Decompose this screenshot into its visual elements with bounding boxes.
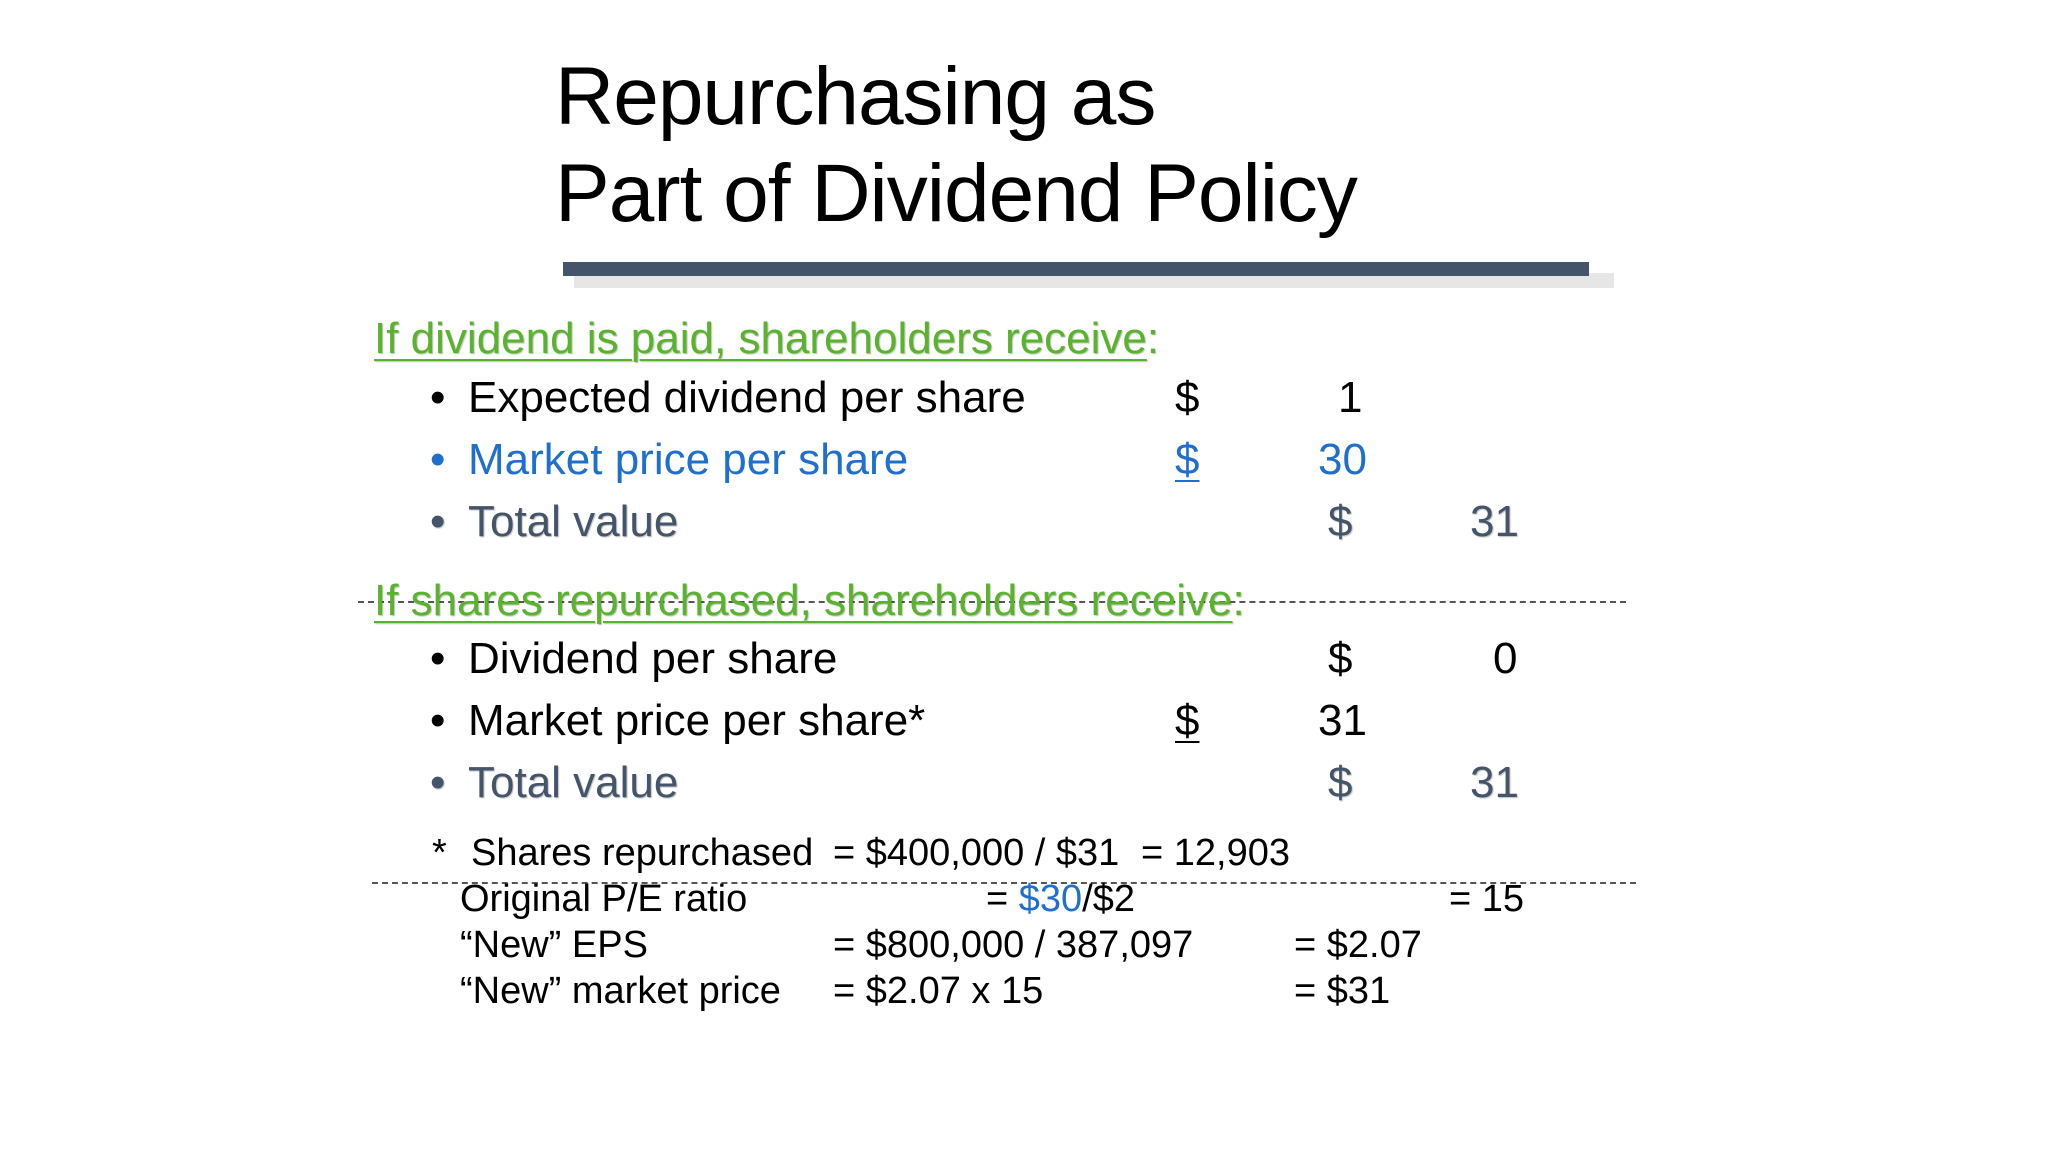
currency-symbol: $ [1175,435,1200,484]
dashed-separator [372,882,1636,884]
value-expected-dividend: 1 [1338,373,1363,422]
value-market-price: $30 [1175,435,1367,485]
footnote-eps-formula: = $800,000 / 387,097 [833,924,1194,966]
title-rule-shadow [574,273,1614,288]
footnote-price-label: “New” market price [460,970,781,1012]
footnote-star: * [432,832,447,874]
section-heading-dividend: If dividend is paid, shareholders receiv… [374,314,1159,364]
currency-symbol: $ [1328,634,1353,683]
equals-sign: = [986,878,1009,920]
footnote-price-formula: = $2.07 x 15 [833,970,1044,1012]
bullet-dot: • [430,497,446,546]
footnote-eps-result: = $2.07 [1294,924,1422,966]
bullet-dot: • [430,696,446,745]
row-label: Total value [468,497,679,546]
section-heading-repurchase: If shares repurchased, shareholders rece… [374,576,1245,626]
bullet-row-total-value-2: • Total value [430,758,678,808]
row-label: Total value [468,758,679,807]
value-market-price-star: $31 [1175,696,1367,746]
value-dividend: 0 [1493,634,1518,683]
footnote-shares-result: = 12,903 [1141,832,1290,874]
bullet-dot: • [430,758,446,807]
title-rule [563,262,1589,276]
value-total-value-2: 31 [1470,758,1519,807]
heading-colon: : [1232,576,1245,625]
bullet-row-market-price-star: • Market price per share* [430,696,925,746]
footnote-pe-result: = 15 [1449,878,1525,920]
bullet-row-dividend: • Dividend per share [430,634,837,684]
footnote-pe-label: Original P/E ratio [460,878,748,920]
slide-title-line-1: Repurchasing as [555,51,1156,142]
value-number: 30 [1318,435,1367,484]
bullet-row-market-price: • Market price per share [430,435,908,485]
footnote-shares-formula: = $400,000 / $31 [833,832,1120,874]
currency-symbol: $ [1175,696,1200,745]
value-total-value: 31 [1470,497,1519,546]
footnote-pe-formula: = $30/$2 [986,878,1135,921]
bullet-dot: • [430,634,446,683]
row-label: Market price per share* [468,696,926,745]
footnote-price-result: = $31 [1294,970,1391,1012]
footnote-shares-label: Shares repurchased [471,832,814,874]
bullet-dot: • [430,435,446,484]
bullet-dot: • [430,373,446,422]
row-label: Dividend per share [468,634,838,683]
section-heading-repurchase-text: If shares repurchased, shareholders rece… [374,576,1233,625]
slide-title-line-2: Part of Dividend Policy [555,148,1358,239]
footnote-eps-label: “New” EPS [460,924,648,966]
dashed-separator [358,601,1626,603]
value-number: 31 [1318,696,1367,745]
pe-divisor: /$2 [1082,878,1135,920]
bullet-row-expected-dividend: • Expected dividend per share [430,373,1026,423]
heading-colon: : [1146,314,1160,363]
row-label: Expected dividend per share [468,373,1026,422]
currency-symbol: $ [1328,758,1353,807]
section-heading-dividend-text: If dividend is paid, shareholders receiv… [374,314,1147,363]
row-label: Market price per share [468,435,909,484]
currency-symbol: $ [1328,497,1353,546]
currency-symbol: $ [1175,373,1200,422]
pe-highlight-price: $30 [1018,878,1083,920]
bullet-row-total-value: • Total value [430,497,678,547]
